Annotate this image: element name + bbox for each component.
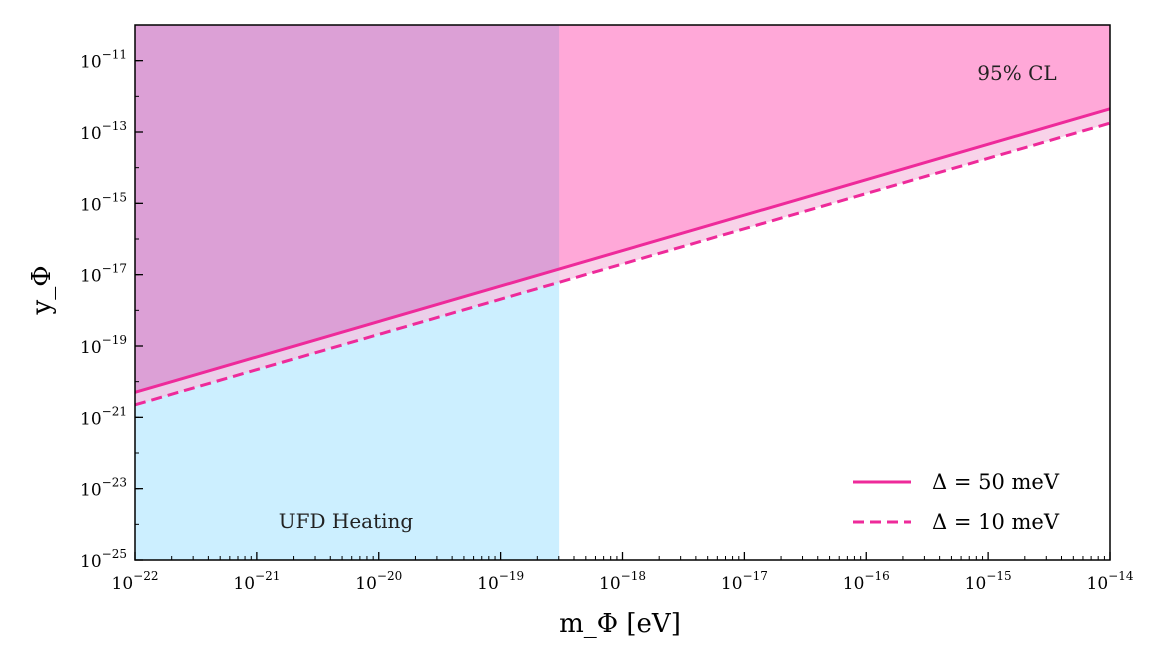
y-tick-label: 10−17 [80,262,127,287]
y-tick-label: 10−15 [80,190,127,215]
y-tick-label: 10−21 [80,404,127,429]
y-tick-label: 10−11 [80,48,127,73]
x-tick-label: 10−21 [233,569,280,594]
x-tick-label: 10−22 [112,569,159,594]
x-tick-label: 10−14 [1087,569,1134,594]
uncertainty-band [135,108,1110,405]
y-tick-label: 10−23 [80,476,127,501]
x-tick-label: 10−18 [599,569,646,594]
plot-area [134,25,1111,560]
y-tick-label: 10−25 [80,547,127,572]
annotation-95cl: 95% CL [977,61,1056,85]
x-tick-label: 10−15 [965,569,1012,594]
y-axis-title: y_Φ [27,265,57,315]
legend-entry-10mev: Δ = 10 meV [932,510,1060,534]
axes: 10−22 10−21 10−20 10−19 10−18 10−17 10−16 10−15… [80,24,1134,594]
x-tick-label: 10−19 [477,569,524,594]
overlap-region [135,25,560,393]
y-tick-label: 10−19 [80,333,127,358]
legend: Δ = 50 meV Δ = 10 meV [853,470,1060,534]
series-line-50mev [134,107,1111,394]
x-tick-label: 10−17 [721,569,768,594]
annotation-ufd-heating: UFD Heating [279,509,414,533]
x-tick-label: 10−20 [355,569,402,594]
x-axis-title: m_Φ [eV] [559,609,681,639]
legend-entry-50mev: Δ = 50 meV [932,470,1060,494]
y-tick-label: 10−13 [80,119,127,144]
x-tick-label: 10−16 [843,569,890,594]
